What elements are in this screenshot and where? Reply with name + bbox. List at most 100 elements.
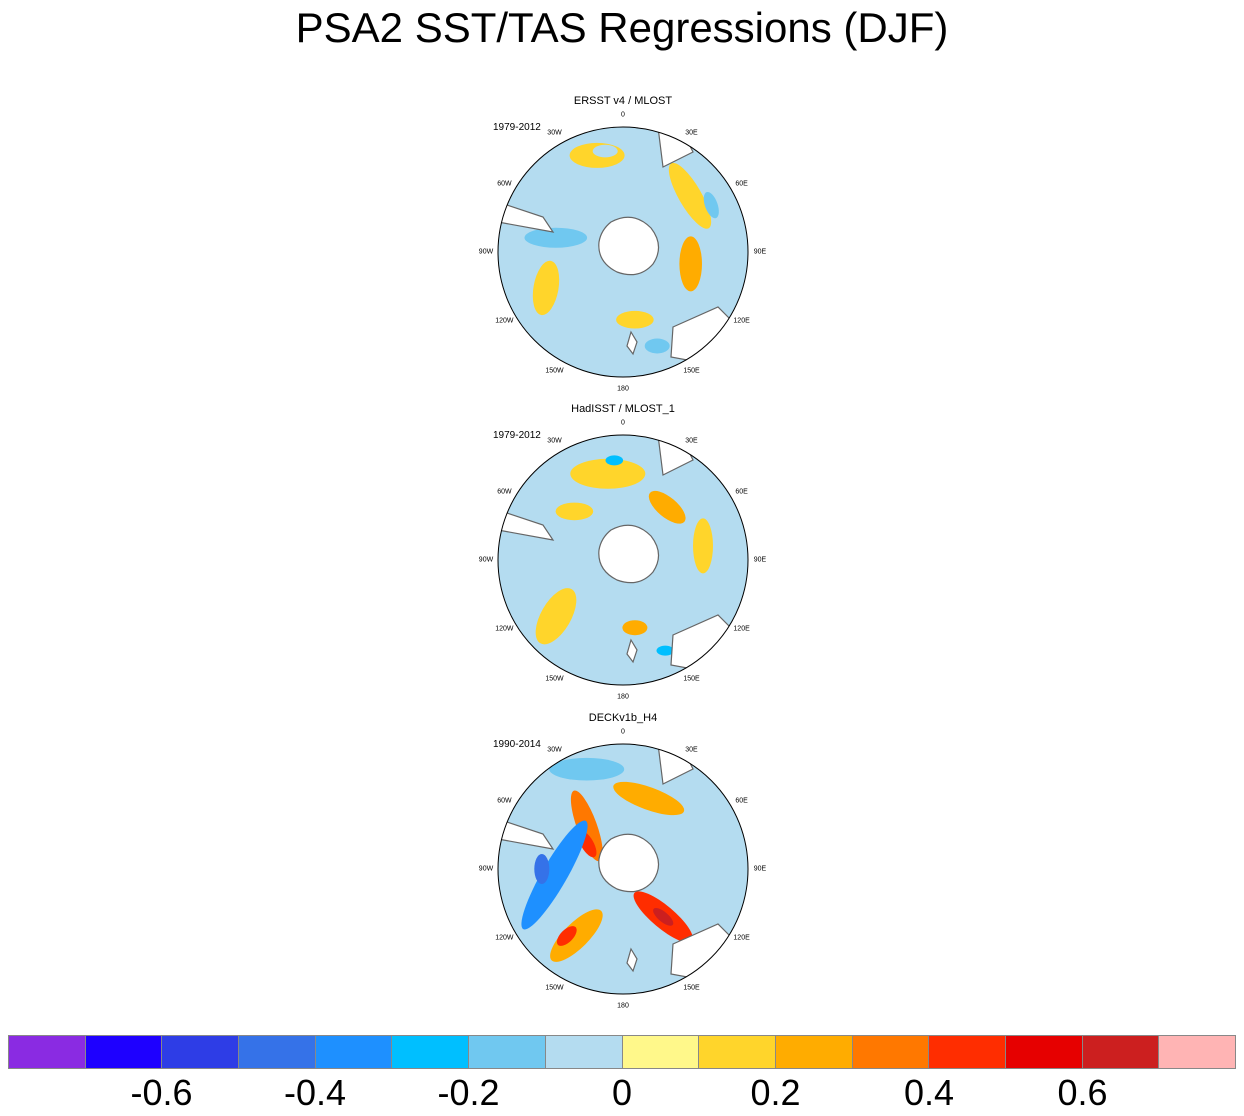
colorbar: [8, 1035, 1236, 1069]
new-zealand-land: [626, 638, 638, 664]
longitude-label: 180: [617, 1002, 629, 1010]
colorbar-tick-label: -0.4: [283, 1072, 347, 1113]
colorbar-swatch: [545, 1036, 623, 1068]
panel-title: HadISST / MLOST_1: [571, 403, 675, 415]
longitude-label: 30E: [685, 746, 698, 754]
longitude-label: 30E: [685, 437, 698, 445]
colorbar-swatch: [1082, 1036, 1160, 1068]
longitude-label: 0: [621, 419, 625, 427]
panel-period: 1990-2014: [493, 739, 541, 750]
anomaly-region: [555, 502, 594, 521]
colorbar-swatch: [622, 1036, 700, 1068]
longitude-label: 60W: [497, 488, 512, 495]
new-zealand-land: [626, 947, 638, 973]
longitude-label: 120W: [495, 625, 514, 632]
longitude-label: 120W: [495, 934, 514, 941]
longitude-label: 150W: [545, 675, 564, 683]
longitude-label: 90E: [753, 556, 767, 564]
antarctica-land: [598, 833, 660, 893]
colorbar-swatch: [1005, 1036, 1083, 1068]
colorbar-swatch: [9, 1036, 86, 1068]
longitude-label: 150W: [545, 984, 564, 992]
longitude-label: 90W: [478, 865, 494, 873]
longitude-label: 0: [621, 111, 625, 119]
map-panel-1: ERSST v4 / MLOST 1979-2012 0 30E 60E 90E 120E 1…: [473, 95, 773, 395]
colorbar-swatch: [775, 1036, 853, 1068]
panel-period: 1979-2012: [493, 122, 541, 133]
longitude-label: 120W: [495, 317, 514, 324]
antarctica-land: [598, 216, 660, 276]
anomaly-region: [605, 455, 624, 466]
anomaly-region: [648, 490, 686, 524]
longitude-label: 120E: [733, 625, 750, 632]
south-america-land: [498, 509, 555, 541]
anomaly-region: [524, 227, 588, 248]
colorbar-tick-label: 0.2: [750, 1072, 801, 1113]
anomaly-region: [700, 826, 721, 897]
anomaly-region: [556, 926, 577, 946]
new-zealand-land: [626, 330, 638, 356]
south-america-land: [498, 818, 555, 850]
longitude-label: 150W: [545, 367, 564, 375]
colorbar-tick-label: 0.6: [1057, 1072, 1108, 1113]
longitude-label: 90E: [753, 248, 767, 256]
anomaly-region: [693, 518, 713, 574]
colorbar-swatch: [239, 1036, 316, 1068]
longitude-label: 30E: [685, 129, 698, 137]
anomaly-region: [616, 310, 654, 329]
polar-map: [497, 743, 749, 995]
colorbar-swatch: [315, 1036, 393, 1068]
panel-title: DECKv1b_H4: [588, 712, 658, 724]
longitude-label: 60E: [735, 797, 748, 804]
map-border: [497, 743, 749, 995]
colorbar-tick-label: -0.2: [437, 1072, 500, 1113]
map-border: [497, 126, 749, 378]
colorbar-swatch: [699, 1036, 776, 1068]
antarctica-land: [598, 524, 660, 584]
longitude-label: 60E: [735, 488, 748, 495]
colorbar-swatch: [85, 1036, 163, 1068]
anomaly-region: [668, 162, 712, 229]
longitude-label: 30W: [547, 129, 562, 137]
anomaly-region: [532, 260, 560, 316]
longitude-label: 180: [617, 385, 629, 393]
anomaly-region: [656, 645, 675, 656]
longitude-label: 0: [621, 728, 625, 736]
colorbar-tick-label: -0.6: [130, 1072, 193, 1113]
longitude-label: 90W: [478, 248, 494, 256]
anomaly-region: [521, 820, 588, 930]
longitude-label: 90W: [478, 556, 494, 564]
longitude-label: 150E: [683, 675, 700, 683]
anomaly-region: [622, 620, 648, 636]
panel-period: 1979-2012: [493, 430, 541, 441]
longitude-label: 30W: [547, 746, 562, 754]
colorbar-swatch: [469, 1036, 546, 1068]
longitude-label: 60W: [497, 797, 512, 804]
anomaly-region: [613, 781, 685, 816]
south-america-land: [498, 201, 555, 233]
panel-title: ERSST v4 / MLOST: [573, 95, 673, 107]
colorbar-tick-label: 0: [611, 1072, 633, 1113]
polar-map: [497, 434, 749, 686]
anomaly-region: [534, 854, 550, 884]
longitude-label: 180: [617, 693, 629, 701]
longitude-label: 30W: [547, 437, 562, 445]
colorbar-swatch: [929, 1036, 1006, 1068]
anomaly-region: [644, 338, 670, 354]
colorbar-swatch: [1159, 1036, 1235, 1068]
longitude-label: 150E: [683, 984, 700, 992]
polar-map: [497, 126, 749, 378]
anomaly-region: [703, 191, 719, 219]
figure-title: PSA2 SST/TAS Regressions (DJF): [295, 4, 949, 51]
colorbar-swatch: [392, 1036, 470, 1068]
longitude-label: 120E: [733, 317, 750, 324]
longitude-label: 60W: [497, 180, 512, 187]
anomaly-region: [570, 458, 646, 489]
anomaly-region: [535, 588, 577, 645]
map-border: [497, 434, 749, 686]
anomaly-region: [592, 144, 618, 158]
anomaly-region: [679, 236, 702, 292]
colorbar-tick-label: 0.4: [903, 1072, 955, 1113]
longitude-label: 150E: [683, 367, 700, 375]
anomaly-region: [653, 907, 674, 926]
